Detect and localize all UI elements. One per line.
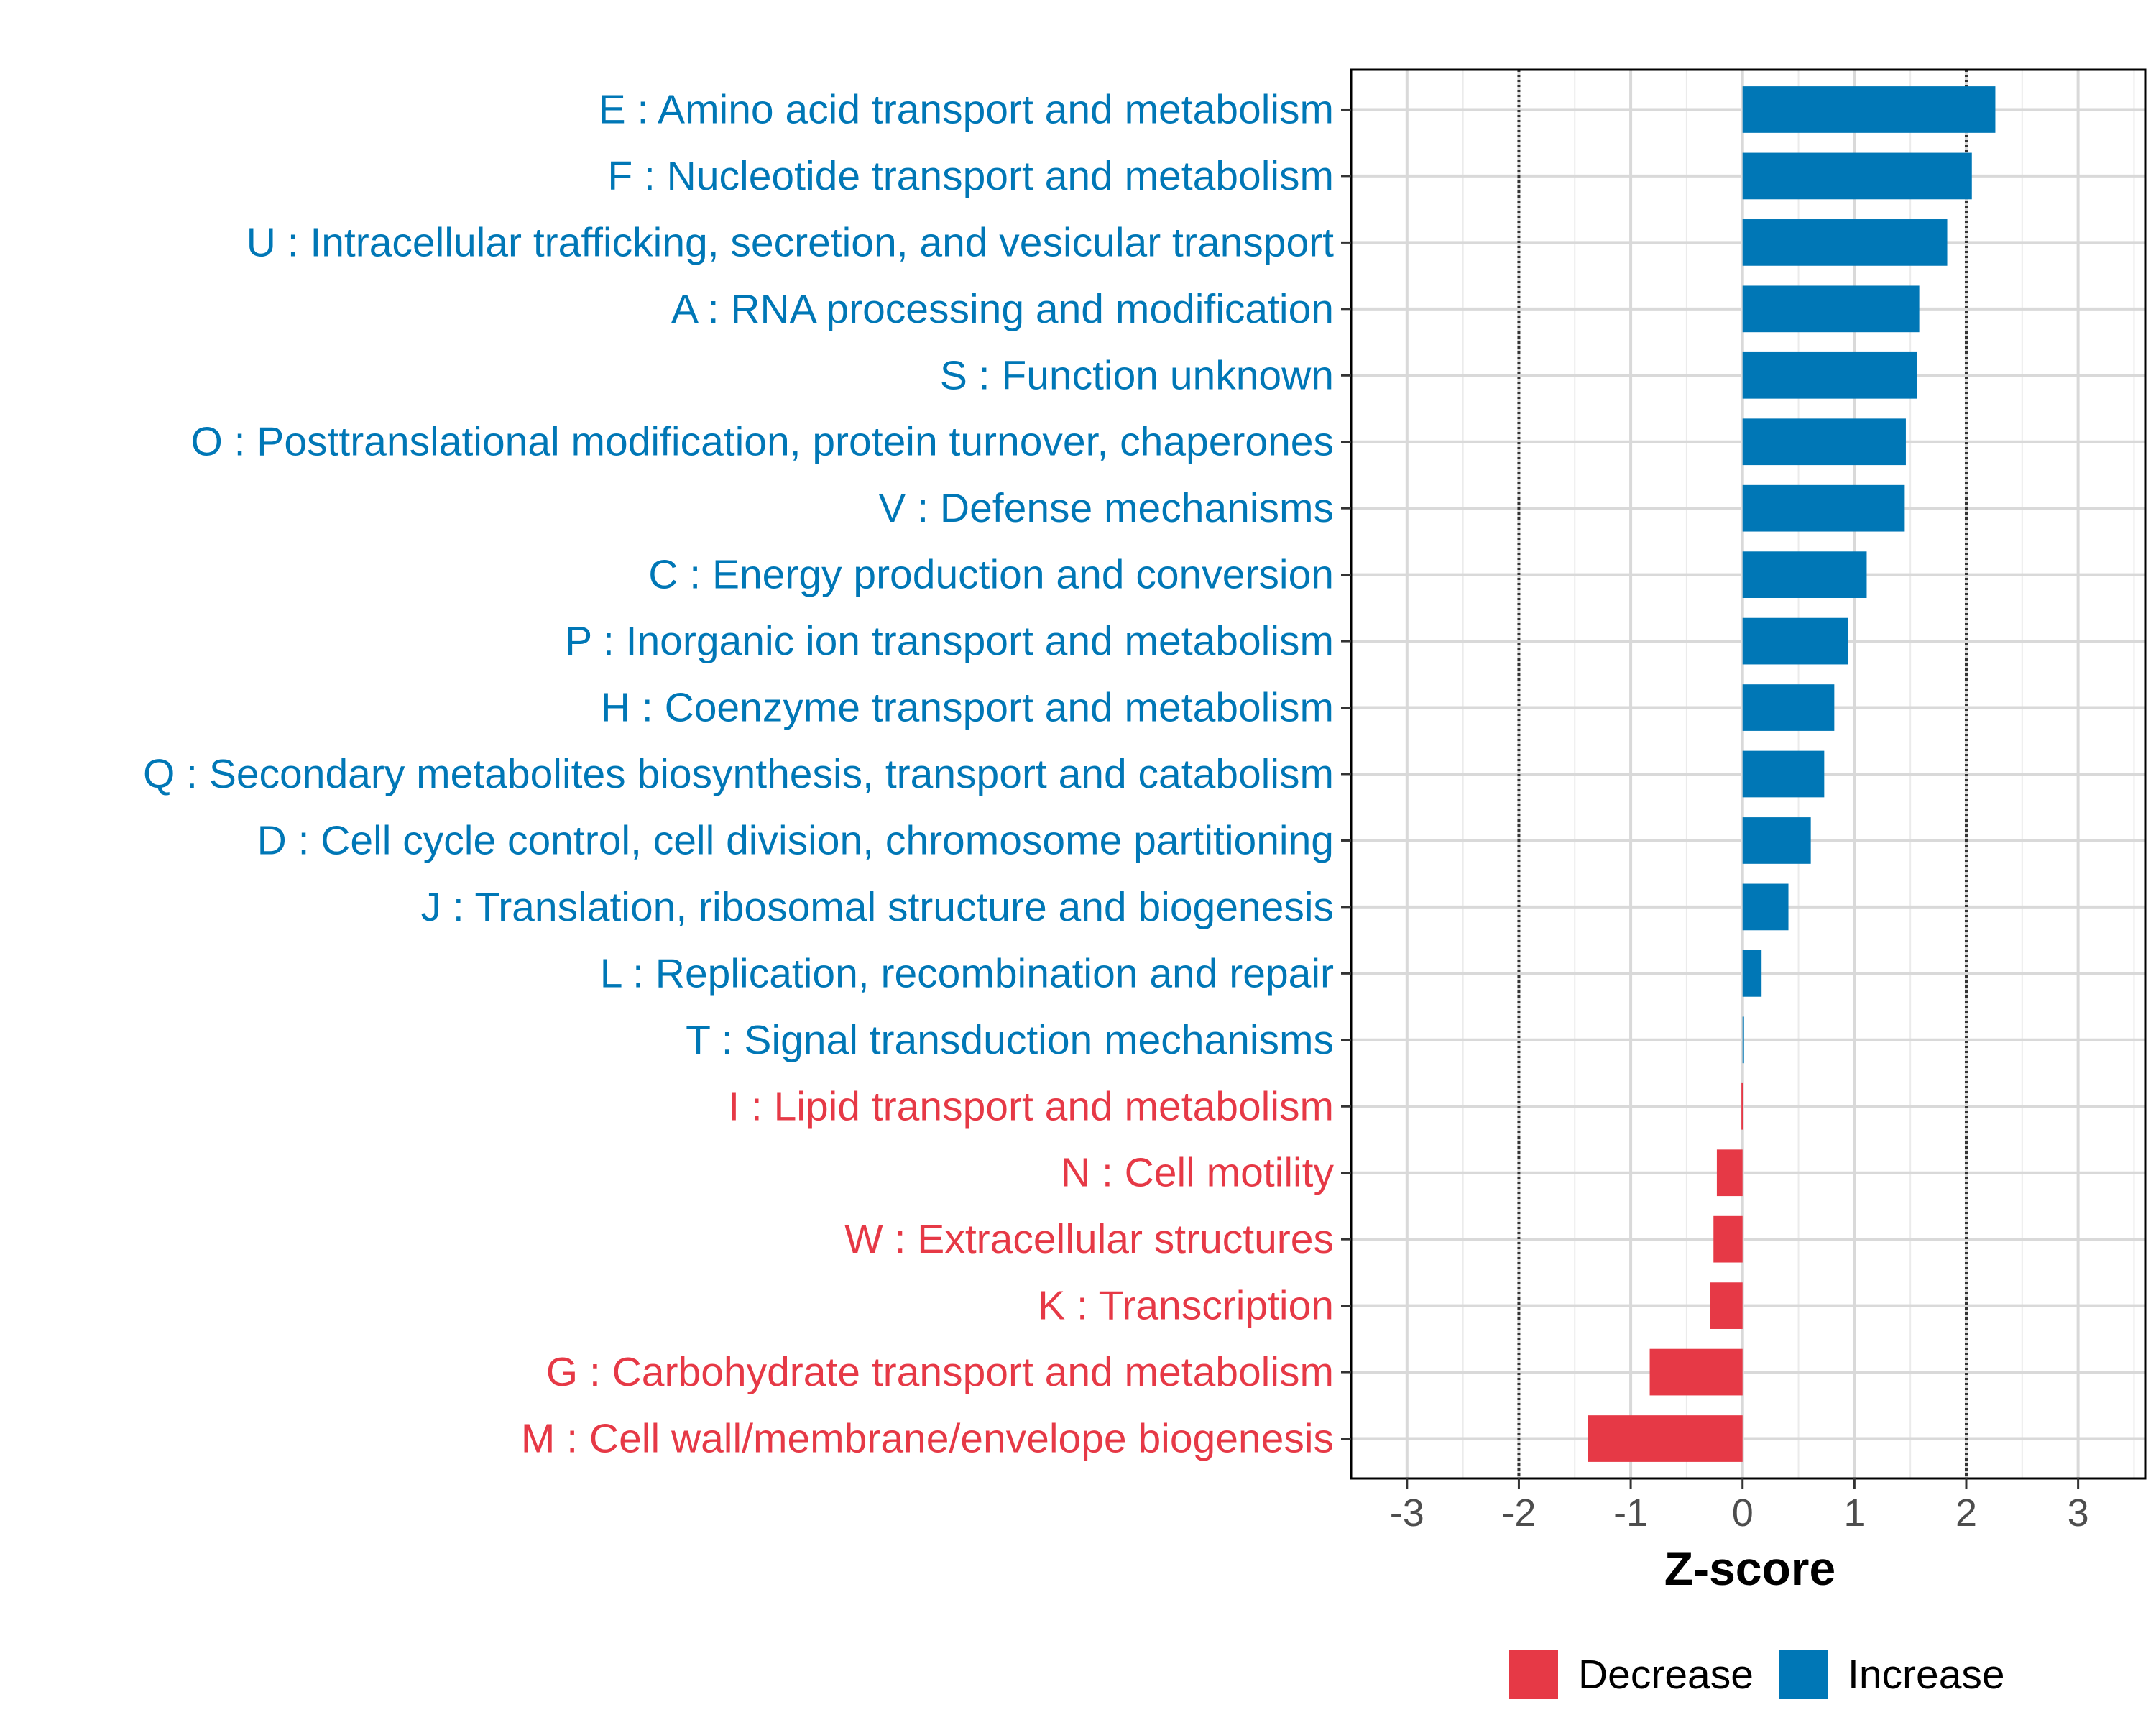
category-label: U : Intracellular trafficking, secretion… [247, 219, 1334, 265]
category-label: D : Cell cycle control, cell division, c… [257, 817, 1334, 863]
bar [1649, 1348, 1743, 1396]
category-label: E : Amino acid transport and metabolism [599, 86, 1334, 132]
x-tick-label: -3 [1390, 1491, 1424, 1535]
bar [1742, 817, 1811, 864]
bar [1742, 285, 1920, 333]
category-label: M : Cell wall/membrane/envelope biogenes… [521, 1416, 1334, 1462]
category-label: O : Posttranslational modification, prot… [190, 419, 1334, 465]
category-label: N : Cell motility [1061, 1150, 1335, 1196]
category-label: I : Lipid transport and metabolism [728, 1083, 1334, 1129]
bar [1716, 1149, 1743, 1197]
category-label: A : RNA processing and modification [671, 286, 1334, 332]
category-label: S : Function unknown [940, 352, 1334, 398]
category-label: G : Carbohydrate transport and metabolis… [546, 1349, 1334, 1395]
category-label: Q : Secondary metabolites biosynthesis, … [143, 751, 1334, 797]
category-label: K : Transcription [1038, 1283, 1334, 1329]
bar [1713, 1215, 1743, 1263]
category-label: W : Extracellular structures [844, 1216, 1334, 1262]
category-label: T : Signal transduction mechanisms [686, 1017, 1334, 1063]
bar [1742, 617, 1848, 665]
x-tick-label: 0 [1732, 1491, 1754, 1535]
category-label: V : Defense mechanisms [878, 485, 1334, 531]
legend: Decrease Increase [1509, 1650, 2005, 1699]
x-tick-labels: -3 -2 -1 0 1 2 3 [1390, 1491, 2089, 1535]
bars [1588, 86, 1996, 1462]
category-label: P : Inorganic ion transport and metaboli… [565, 618, 1334, 664]
y-axis-ticks [1341, 108, 1351, 1440]
category-label: C : Energy production and conversion [648, 552, 1334, 598]
bar [1742, 551, 1867, 598]
category-label: F : Nucleotide transport and metabolism [607, 153, 1334, 199]
bar [1742, 418, 1906, 466]
category-label: L : Replication, recombination and repai… [600, 950, 1334, 996]
x-axis-title: Z-score [1664, 1542, 1835, 1595]
legend-label: Decrease [1578, 1652, 1754, 1698]
x-tick-label: 3 [2068, 1491, 2089, 1535]
bar [1742, 351, 1917, 399]
bar [1742, 86, 1996, 133]
bar [1742, 484, 1905, 532]
bar [1742, 152, 1972, 200]
bar [1742, 950, 1762, 997]
legend-swatch [1779, 1650, 1828, 1699]
bar [1742, 883, 1789, 931]
category-labels: E : Amino acid transport and metabolism F… [143, 86, 1335, 1461]
x-tick-label: 1 [1843, 1491, 1865, 1535]
bar [1742, 684, 1835, 731]
x-tick-label: -1 [1613, 1491, 1648, 1535]
category-label: H : Coenzyme transport and metabolism [601, 685, 1334, 731]
bar [1710, 1282, 1743, 1329]
bar [1742, 750, 1825, 798]
legend-swatch [1509, 1650, 1558, 1699]
bar [1742, 1016, 1744, 1064]
x-tick-label: -2 [1501, 1491, 1536, 1535]
legend-label: Increase [1848, 1652, 2005, 1698]
bar [1741, 1082, 1743, 1130]
reference-lines [1517, 70, 1968, 1478]
x-axis-ticks [1406, 1478, 2080, 1489]
bar [1588, 1415, 1743, 1462]
x-tick-label: 2 [1955, 1491, 1977, 1535]
bar [1742, 219, 1948, 266]
category-label: J : Translation, ribosomal structure and… [421, 884, 1334, 930]
